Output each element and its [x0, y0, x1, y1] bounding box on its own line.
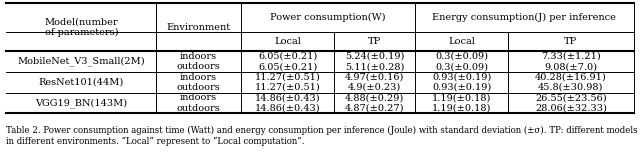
Text: indoors: indoors: [180, 52, 217, 61]
Text: 0.3(±0.09): 0.3(±0.09): [435, 52, 488, 61]
Text: Power consumption(W): Power consumption(W): [270, 13, 386, 22]
Text: 14.86(±0.43): 14.86(±0.43): [255, 93, 321, 102]
Text: Local: Local: [274, 37, 301, 46]
Text: 4.87(±0.27): 4.87(±0.27): [345, 104, 404, 113]
Text: 45.8(±30.98): 45.8(±30.98): [538, 83, 604, 92]
Text: 6.05(±0.21): 6.05(±0.21): [258, 52, 317, 61]
Text: 4.9(±0.23): 4.9(±0.23): [348, 83, 401, 92]
Text: 5.24(±0.19): 5.24(±0.19): [345, 52, 404, 61]
Text: outdoors: outdoors: [177, 62, 221, 71]
Text: 1.19(±0.18): 1.19(±0.18): [432, 93, 492, 102]
Text: indoors: indoors: [180, 93, 217, 102]
Text: Model(number
of parameters): Model(number of parameters): [44, 17, 118, 37]
Text: ResNet101(44M): ResNet101(44M): [38, 78, 124, 87]
Text: Local: Local: [448, 37, 475, 46]
Text: 28.06(±32.33): 28.06(±32.33): [535, 104, 607, 113]
Text: 0.3(±0.09): 0.3(±0.09): [435, 62, 488, 71]
Text: MobileNet_V3_Small(2M): MobileNet_V3_Small(2M): [17, 57, 145, 66]
Text: outdoors: outdoors: [177, 83, 221, 92]
Text: 4.97(±0.16): 4.97(±0.16): [345, 73, 404, 81]
Text: 0.93(±0.19): 0.93(±0.19): [432, 83, 492, 92]
Text: indoors: indoors: [180, 73, 217, 81]
Text: 6.05(±0.21): 6.05(±0.21): [258, 62, 317, 71]
Text: 7.33(±1.21): 7.33(±1.21): [541, 52, 601, 61]
Text: 5.11(±0.28): 5.11(±0.28): [345, 62, 404, 71]
Text: Energy consumption(J) per inference: Energy consumption(J) per inference: [433, 13, 616, 22]
Text: TP: TP: [368, 37, 381, 46]
Text: 26.55(±23.56): 26.55(±23.56): [535, 93, 607, 102]
Text: 9.08(±7.0): 9.08(±7.0): [545, 62, 597, 71]
Text: VGG19_BN(143M): VGG19_BN(143M): [35, 98, 127, 108]
Text: Environment: Environment: [166, 23, 230, 32]
Text: 14.86(±0.43): 14.86(±0.43): [255, 104, 321, 113]
Text: 0.93(±0.19): 0.93(±0.19): [432, 73, 492, 81]
Text: 1.19(±0.18): 1.19(±0.18): [432, 104, 492, 113]
Text: TP: TP: [564, 37, 577, 46]
Text: 4.88(±0.29): 4.88(±0.29): [345, 93, 404, 102]
Text: 11.27(±0.51): 11.27(±0.51): [255, 83, 321, 92]
Text: 40.28(±16.91): 40.28(±16.91): [535, 73, 607, 81]
Text: Table 2. Power consumption against time (Watt) and energy consumption per infere: Table 2. Power consumption against time …: [6, 126, 638, 146]
Text: 11.27(±0.51): 11.27(±0.51): [255, 73, 321, 81]
Text: outdoors: outdoors: [177, 104, 221, 113]
